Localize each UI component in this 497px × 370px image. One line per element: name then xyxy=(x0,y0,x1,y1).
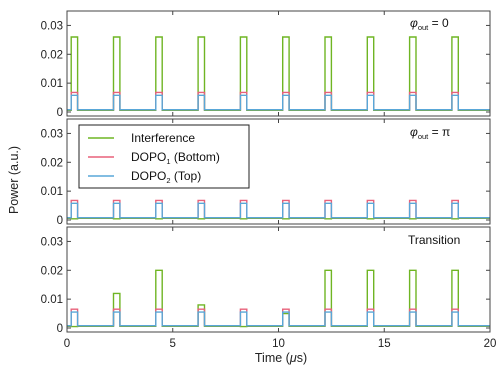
panel-2-series-dopo2 xyxy=(67,202,490,219)
panel-3-series-interference xyxy=(67,269,490,328)
x-axis-label-mu: μ xyxy=(289,351,297,365)
panel-3-ytick-label-3: 0.03 xyxy=(41,236,63,248)
panel-3-ytick-label-0: 0 xyxy=(57,323,63,335)
legend-dopo1-rest: (Bottom) xyxy=(171,150,220,164)
panel-2-ytick-label-3: 0.03 xyxy=(41,128,63,140)
legend-dopo2-sub: 2 xyxy=(166,176,170,185)
panel-2-ytick-label-0: 0 xyxy=(57,215,63,227)
panel1-annotation: φout = 0 xyxy=(410,16,449,32)
x-tick-label-0: 0 xyxy=(64,338,70,350)
panel1-phi: φ xyxy=(410,16,418,30)
panel-3-ytick-label-2: 0.02 xyxy=(41,265,63,277)
panel-1-ytick-label-3: 0.03 xyxy=(41,20,63,32)
x-axis-label: Time (μs) xyxy=(255,351,307,365)
panel-1-series-dopo1 xyxy=(67,91,490,111)
panel1-sub: out xyxy=(418,23,429,32)
x-tick-label-4: 20 xyxy=(484,338,497,350)
legend-dopo2-rest: (Top) xyxy=(171,169,202,183)
legend-dopo1-sub: 1 xyxy=(166,157,170,166)
panel-1-ytick-label-0: 0 xyxy=(57,107,63,119)
x-tick-label-1: 5 xyxy=(170,338,176,350)
x-axis-label-prefix: Time ( xyxy=(255,351,291,365)
panel2-annotation: φout = π xyxy=(410,125,450,141)
legend-label-dopo2: DOPO2 (Top) xyxy=(131,169,201,185)
panel-2-series-dopo1 xyxy=(67,199,490,219)
x-axis-label-suffix: s) xyxy=(297,351,307,365)
panels-group: 00.010.020.0300.010.020.0300.010.020.030… xyxy=(41,10,497,350)
x-tick-label-2: 10 xyxy=(272,338,285,350)
panel-1-ytick-label-1: 0.01 xyxy=(41,78,63,90)
panel2-sub: out xyxy=(418,132,429,141)
panel-3-ytick-label-1: 0.01 xyxy=(41,294,63,306)
panel3-annotation: Transition xyxy=(408,233,460,247)
panel-2: 0 0.01 0.02 0.03 xyxy=(41,118,491,227)
legend-label-dopo1: DOPO1 (Bottom) xyxy=(131,150,220,166)
legend-label-interference: Interference xyxy=(131,131,195,145)
panel1-rest: = 0 xyxy=(428,16,449,30)
x-tick-label-3: 15 xyxy=(378,338,391,350)
legend-dopo2-main: DOPO xyxy=(131,169,166,183)
legend-dopo1-main: DOPO xyxy=(131,150,166,164)
panel-1-series-interference xyxy=(67,36,490,111)
panel-1-series-dopo2 xyxy=(67,94,490,111)
panel-2-ytick-label-2: 0.02 xyxy=(41,157,63,169)
panel-2-ytick-label-1: 0.01 xyxy=(41,186,63,198)
panel-3-series-dopo2 xyxy=(67,311,490,327)
panel-3-series-dopo1 xyxy=(67,308,490,327)
panel-3: 0 0.01 0.02 0.03 xyxy=(41,226,491,335)
panel-1: 0 0.01 0.02 0.03 xyxy=(41,10,491,119)
panel2-rest: = π xyxy=(428,125,450,139)
legend: Interference DOPO1 (Bottom) DOPO2 (Top) xyxy=(78,124,250,189)
y-axis-label: Power (a.u.) xyxy=(7,146,21,214)
panel-1-ytick-label-2: 0.02 xyxy=(41,49,63,61)
panel2-phi: φ xyxy=(410,125,418,139)
